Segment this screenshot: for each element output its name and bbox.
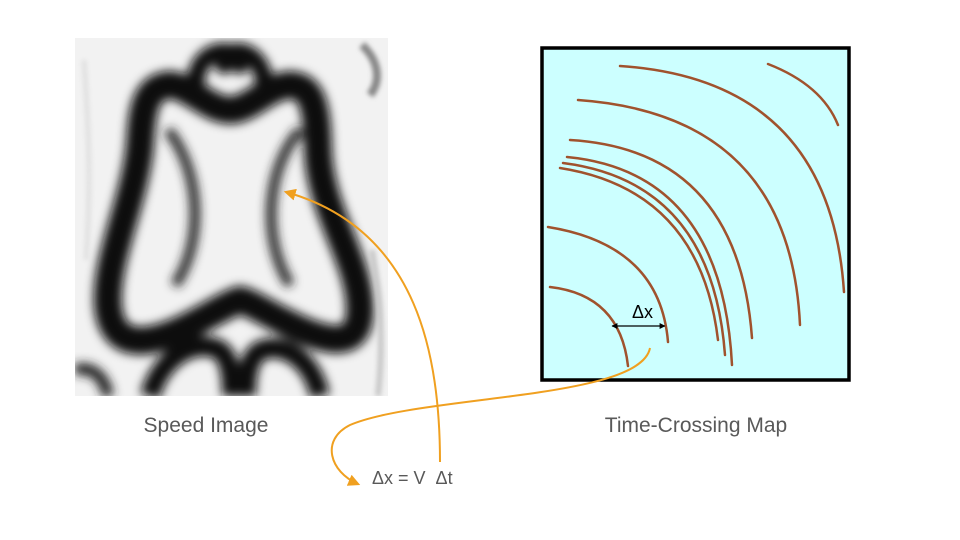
time-crossing-map-caption: Time-Crossing Map <box>605 414 787 437</box>
delta-arrow <box>330 347 651 486</box>
time-contour-7 <box>576 98 802 327</box>
speed-image <box>75 38 388 396</box>
equation: Δx = V Δt <box>372 468 453 488</box>
speed-arrow <box>283 188 441 463</box>
time-contour-8 <box>618 64 846 294</box>
time-contour-2 <box>546 225 670 344</box>
speed-image-caption: Speed Image <box>144 414 269 437</box>
time-contour-4 <box>561 161 727 357</box>
time-contour-9 <box>766 62 840 127</box>
time-crossing-map: Δx <box>540 46 851 382</box>
time-contour-5 <box>565 155 734 367</box>
time-contour-6 <box>568 138 754 340</box>
time-contour-1 <box>548 285 630 368</box>
time-contour-3 <box>558 166 720 342</box>
map-frame <box>540 46 851 382</box>
delta-x-label: Δx <box>632 302 653 322</box>
